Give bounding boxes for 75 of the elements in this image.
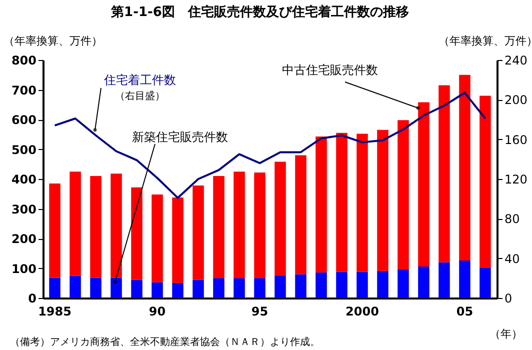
y-axis-title: （年率換算、万件） — [4, 34, 102, 48]
bar — [398, 269, 409, 298]
bar — [274, 162, 286, 276]
bar — [398, 120, 409, 270]
y2-tick-label: 120 — [504, 172, 528, 186]
bar — [49, 183, 60, 278]
bar — [356, 134, 368, 272]
y-tick-label: 600 — [11, 113, 36, 127]
bar — [110, 174, 122, 278]
annotation: （右目盛） — [115, 90, 165, 102]
bar — [49, 278, 60, 298]
bar — [377, 130, 388, 271]
bar — [234, 278, 245, 298]
y2-tick-label: 160 — [504, 132, 528, 147]
y2-tick-label: 240 — [504, 54, 528, 68]
bar — [213, 176, 224, 278]
bar — [70, 276, 81, 298]
x-tick-label: 2000 — [346, 304, 379, 318]
y-tick-label: 800 — [11, 54, 36, 68]
chart-title: 第1-1-6図 住宅販売件数及び住宅着工件数の推移 — [110, 4, 409, 20]
x-tick-label: 90 — [148, 304, 166, 318]
bar — [438, 262, 450, 298]
bar — [356, 272, 368, 298]
bar — [459, 74, 470, 261]
bar — [459, 260, 470, 298]
bar — [90, 176, 102, 278]
bar — [234, 172, 245, 278]
bar — [110, 278, 122, 298]
bar — [418, 102, 430, 266]
bar — [152, 194, 163, 282]
bar — [480, 268, 491, 298]
text: 新築住宅販売件数 — [132, 130, 228, 144]
y-tick-label: 100 — [11, 262, 36, 276]
bar — [70, 172, 81, 276]
y-tick-label: 300 — [11, 202, 36, 216]
y2-axis-title: （年率換算、万件） — [438, 34, 532, 48]
bar — [336, 132, 348, 272]
bar — [254, 172, 266, 278]
y2-tick-label: 40 — [504, 252, 520, 266]
bar — [377, 270, 388, 298]
y-tick-label: 700 — [11, 83, 36, 98]
bar — [152, 282, 163, 298]
bar — [192, 186, 204, 280]
bar — [254, 278, 266, 298]
bar — [418, 266, 430, 298]
x-tick-label: 1985 — [38, 304, 72, 318]
bar — [213, 278, 224, 298]
bar — [438, 85, 450, 262]
text: （備考）アメリカ商務省、全米不動産業者協会（ＮＡＲ）より作成。 — [10, 336, 320, 348]
bar — [192, 280, 204, 298]
y-tick-label: 400 — [11, 172, 36, 186]
y-tick-label: 0 — [28, 292, 36, 306]
bar — [274, 275, 286, 298]
bar — [336, 272, 348, 298]
x-tick-label: 95 — [251, 304, 268, 318]
bar — [131, 187, 142, 280]
y-tick-label: 500 — [11, 142, 36, 157]
bar — [480, 96, 491, 268]
bar — [295, 274, 306, 298]
bar — [172, 282, 184, 298]
y2-tick-label: 0 — [504, 292, 512, 306]
y2-tick-label: 200 — [504, 93, 528, 108]
bar — [295, 155, 306, 274]
bar — [316, 136, 327, 272]
x-axis-title: （年） — [490, 328, 522, 340]
text: 住宅着工件数 — [103, 73, 176, 87]
line-series — [54, 92, 486, 199]
x-tick-label: 05 — [456, 304, 474, 318]
y2-tick-label: 80 — [504, 212, 520, 226]
bar — [172, 197, 184, 283]
bar — [90, 278, 102, 298]
bar — [316, 272, 327, 298]
bar — [131, 280, 142, 298]
y-tick-label: 200 — [11, 232, 36, 246]
text: 中古住宅販売件数 — [282, 63, 378, 77]
